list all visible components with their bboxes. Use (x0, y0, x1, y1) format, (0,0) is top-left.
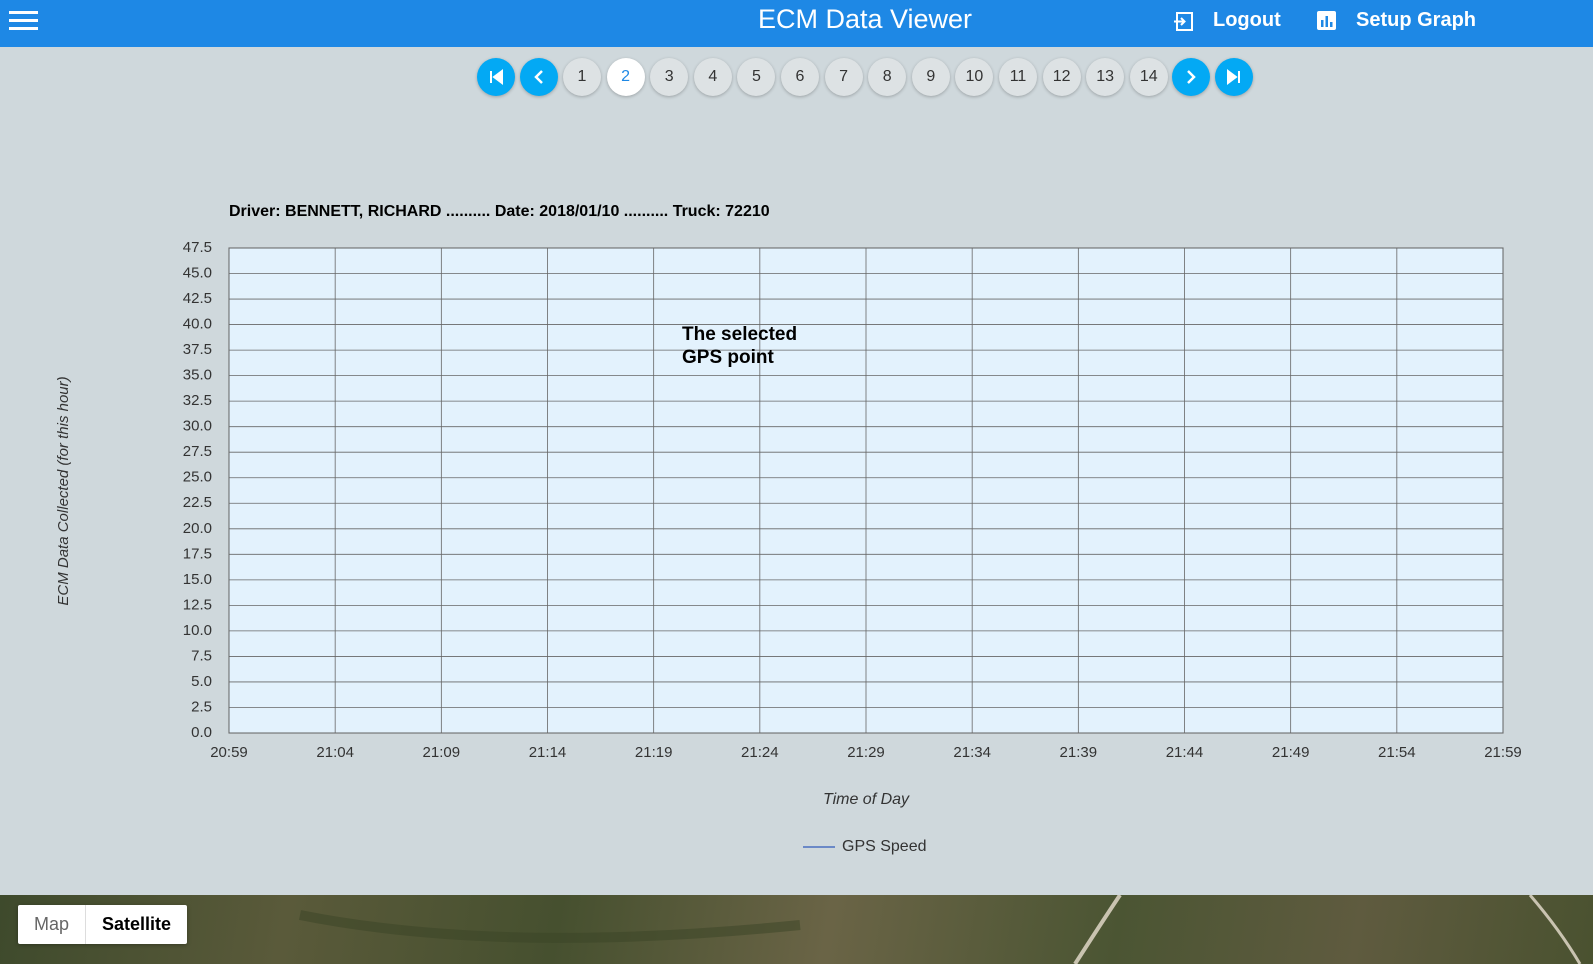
logout-icon[interactable] (1173, 11, 1195, 33)
y-tick-label: 5.0 (191, 673, 212, 690)
page-button[interactable]: 9 (911, 58, 950, 96)
x-tick-label: 21:34 (953, 744, 991, 761)
x-tick-label: 21:49 (1272, 744, 1310, 761)
x-tick-label: 21:44 (1166, 744, 1204, 761)
annotation-text: GPS point (682, 347, 775, 368)
y-tick-label: 0.0 (191, 724, 212, 741)
next-page[interactable] (1172, 58, 1210, 96)
y-tick-label: 25.0 (183, 469, 212, 486)
page-button[interactable]: 13 (1086, 58, 1125, 96)
y-tick-label: 27.5 (183, 443, 212, 460)
annotation-text: The selected (682, 324, 797, 345)
y-tick-label: 42.5 (183, 290, 212, 307)
x-tick-label: 21:29 (847, 744, 885, 761)
header: ECM Data Viewer Logout Setup Graph (0, 0, 1593, 47)
satellite-option[interactable]: Satellite (85, 905, 187, 944)
y-tick-label: 47.5 (183, 239, 212, 256)
legend-label: GPS Speed (842, 838, 927, 855)
prev-page[interactable] (520, 58, 558, 96)
logout-button[interactable]: Logout (1213, 9, 1281, 31)
x-tick-label: 21:54 (1378, 744, 1416, 761)
page-button[interactable]: 1 (563, 58, 601, 96)
y-tick-label: 45.0 (183, 264, 212, 281)
setup-graph-button[interactable]: Setup Graph (1356, 9, 1477, 31)
app-title: ECM Data Viewer (757, 4, 973, 34)
y-tick-label: 37.5 (183, 341, 212, 358)
x-tick-label: 21:14 (529, 744, 567, 761)
first-page[interactable] (477, 58, 515, 96)
page-button[interactable]: 2 (606, 58, 645, 96)
y-axis-label: ECM Data Collected (for this hour) (55, 376, 72, 605)
page-button[interactable]: 3 (650, 58, 689, 96)
map-imagery (299, 895, 1582, 964)
x-tick-label: 21:09 (423, 744, 461, 761)
page-button[interactable]: 10 (955, 58, 994, 96)
menu-icon[interactable] (9, 10, 39, 34)
graph-icon[interactable] (1317, 11, 1337, 31)
y-tick-label: 10.0 (183, 622, 212, 639)
map-option[interactable]: Map (34, 914, 70, 934)
page-button[interactable]: 12 (1042, 58, 1081, 96)
page-button[interactable]: 14 (1129, 58, 1168, 96)
map-type-toggle: Map Satellite (18, 905, 188, 944)
x-tick-label: 21:19 (635, 744, 673, 761)
page-button[interactable]: 7 (824, 58, 863, 96)
y-tick-label: 22.5 (183, 494, 212, 511)
page-button[interactable]: 5 (737, 58, 776, 96)
y-tick-label: 20.0 (183, 520, 212, 537)
y-tick-label: 2.5 (191, 698, 212, 715)
x-tick-label: 20:59 (210, 744, 248, 761)
page-button[interactable]: 6 (781, 58, 819, 96)
y-tick-label: 35.0 (183, 367, 212, 384)
x-tick-label: 21:59 (1484, 744, 1522, 761)
y-tick-label: 40.0 (183, 316, 212, 333)
y-tick-label: 12.5 (183, 596, 212, 613)
x-axis-label: Time of Day (823, 791, 910, 808)
y-tick-label: 15.0 (183, 571, 212, 588)
page-button[interactable]: 4 (693, 58, 732, 96)
chart: Driver: BENNETT, RICHARD .......... Date… (55, 203, 1522, 855)
page-button[interactable]: 11 (999, 58, 1037, 96)
x-tick-label: 21:39 (1060, 744, 1098, 761)
y-tick-label: 7.5 (191, 647, 212, 664)
page-button[interactable]: 8 (868, 58, 907, 96)
y-tick-label: 30.0 (183, 418, 212, 435)
last-page[interactable] (1215, 58, 1253, 96)
y-tick-label: 32.5 (183, 392, 212, 409)
satellite-map[interactable] (0, 895, 1593, 964)
x-tick-label: 21:04 (316, 744, 354, 761)
x-tick-label: 21:24 (741, 744, 779, 761)
chart-title: Driver: BENNETT, RICHARD .......... Date… (229, 203, 770, 220)
y-tick-label: 17.5 (183, 545, 212, 562)
